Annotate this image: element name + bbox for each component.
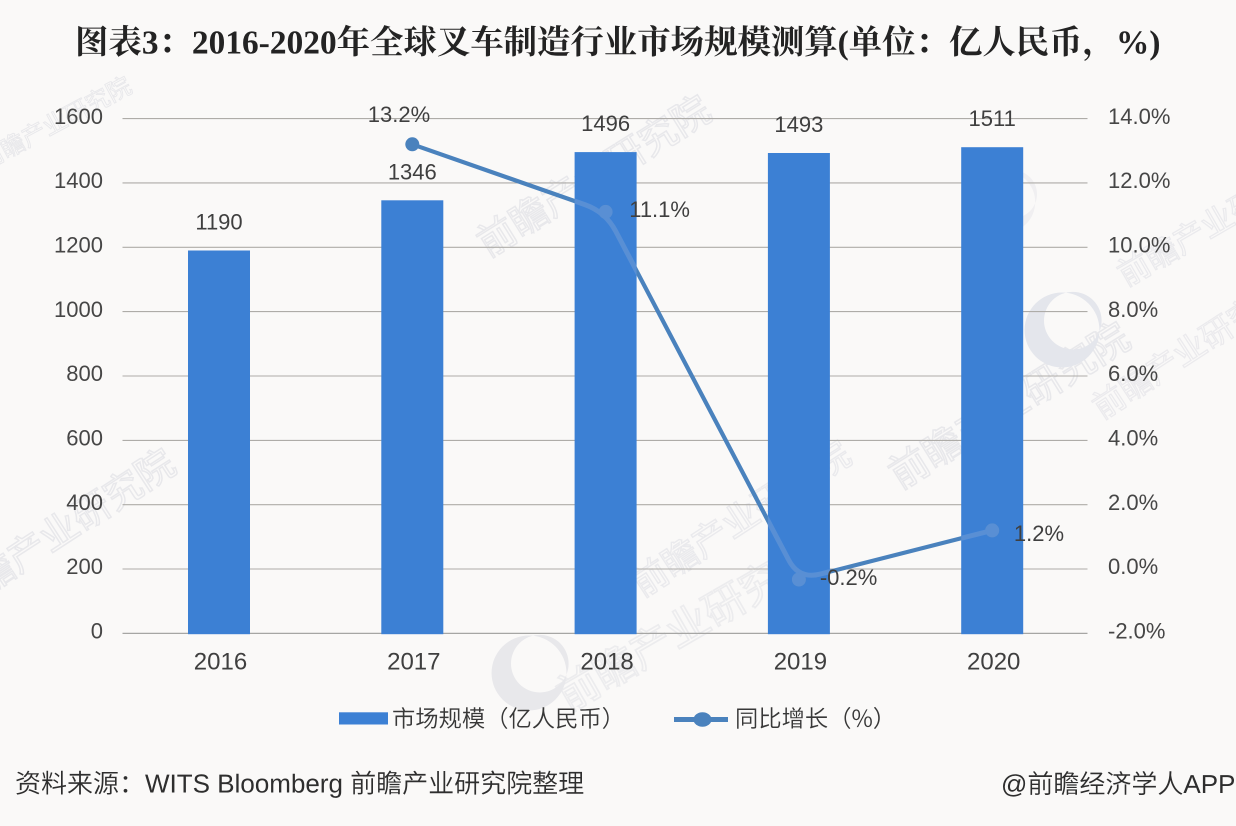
svg-text:14.0%: 14.0% (1108, 104, 1170, 129)
svg-text:1400: 1400 (54, 168, 103, 193)
svg-text:0: 0 (91, 619, 103, 644)
svg-text:2.0%: 2.0% (1108, 490, 1158, 515)
svg-text:-0.2%: -0.2% (820, 565, 877, 590)
svg-text:600: 600 (66, 426, 103, 451)
svg-text:4.0%: 4.0% (1108, 426, 1158, 451)
svg-text:1600: 1600 (54, 104, 103, 129)
svg-text:1190: 1190 (195, 210, 242, 235)
svg-text:2018: 2018 (580, 649, 633, 676)
svg-text:10.0%: 10.0% (1108, 233, 1170, 258)
svg-text:6.0%: 6.0% (1108, 361, 1158, 386)
svg-text:400: 400 (66, 490, 103, 515)
svg-text:2016: 2016 (194, 649, 247, 676)
svg-text:2017: 2017 (387, 649, 440, 676)
svg-text:1511: 1511 (969, 106, 1016, 131)
svg-text:1346: 1346 (388, 159, 437, 184)
svg-text:-2.0%: -2.0% (1108, 619, 1165, 644)
svg-text:0.0%: 0.0% (1108, 554, 1158, 579)
svg-text:8.0%: 8.0% (1108, 297, 1158, 322)
svg-text:13.2%: 13.2% (368, 102, 430, 127)
svg-text:12.0%: 12.0% (1108, 168, 1170, 193)
svg-text:1000: 1000 (54, 297, 103, 322)
svg-text:2019: 2019 (774, 649, 827, 676)
svg-text:1.2%: 1.2% (1014, 521, 1064, 546)
svg-text:1496: 1496 (581, 111, 630, 136)
svg-text:11.1%: 11.1% (629, 197, 690, 222)
svg-text:2020: 2020 (967, 649, 1020, 676)
svg-text:1493: 1493 (774, 112, 823, 137)
svg-text:800: 800 (66, 361, 103, 386)
svg-text:1200: 1200 (54, 233, 103, 258)
svg-text:200: 200 (66, 554, 103, 579)
